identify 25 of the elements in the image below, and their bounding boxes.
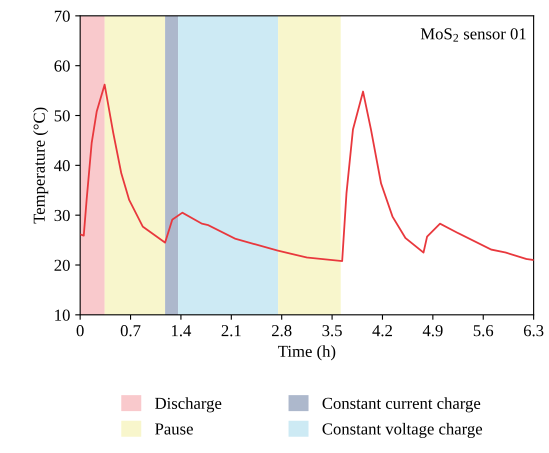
- x-tick-label: 1.4: [172, 325, 192, 336]
- y-tick-label: 10: [55, 310, 70, 321]
- legend-label: Constant current charge: [322, 397, 480, 412]
- x-axis-title: Time (h): [278, 345, 336, 360]
- annotation: MoS$_{2}$ sensor 01: [420, 28, 526, 42]
- y-tick-label: 40: [54, 160, 70, 172]
- y-tick-label: 50: [54, 110, 70, 122]
- x-tick-label: 6.3: [524, 325, 544, 336]
- x-tick-label: 5.6: [474, 325, 494, 336]
- x-tick-label: 0: [76, 325, 84, 336]
- legend-label: Constant voltage charge: [322, 422, 482, 438]
- y-axis-title: Temperature (°C): [33, 108, 48, 224]
- x-tick-label: 0.7: [120, 325, 140, 336]
- y-tick-label: 60: [54, 60, 70, 72]
- y-tick-label: 70: [54, 10, 70, 22]
- x-tick-label: 2.8: [272, 325, 292, 336]
- x-tick-label: 4.2: [372, 325, 392, 336]
- line-series: [80, 84, 534, 262]
- x-tick-label: 4.9: [422, 325, 443, 336]
- y-tick-label: 30: [54, 210, 70, 222]
- legend-label: Pause: [155, 423, 193, 435]
- legend-label: Discharge: [155, 397, 222, 412]
- y-tick-label: 20: [54, 260, 70, 271]
- x-tick-label: 2.1: [222, 325, 241, 336]
- x-tick-label: 3.5: [322, 325, 342, 336]
